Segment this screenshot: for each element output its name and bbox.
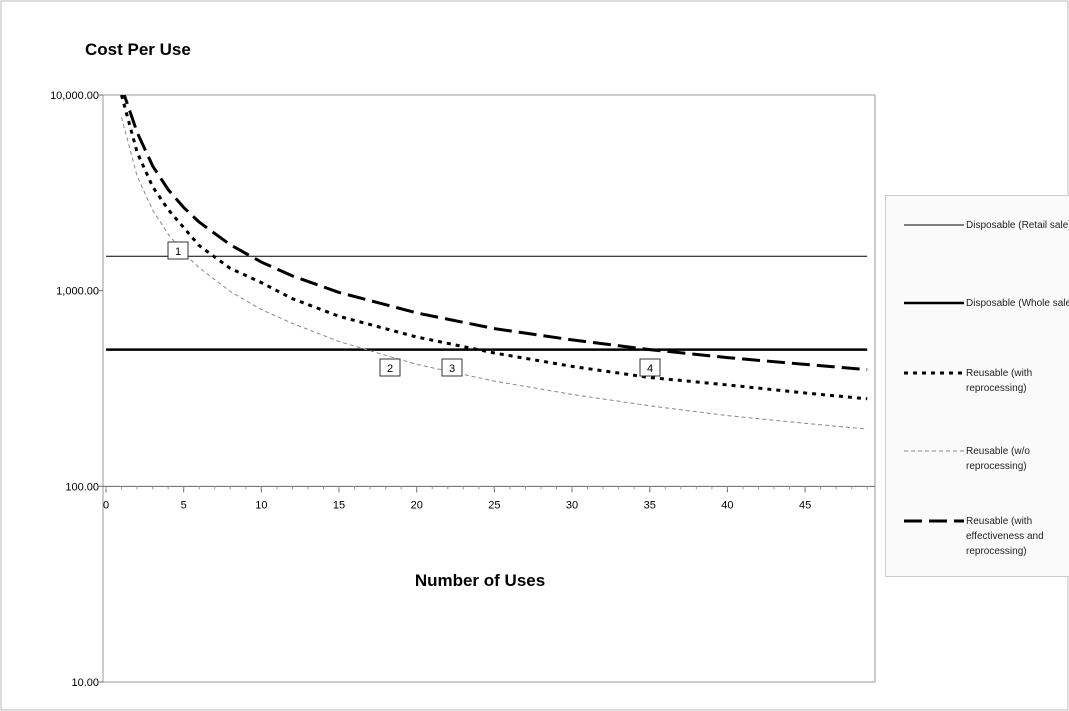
x-tick-label: 35	[644, 499, 656, 511]
x-tick-label: 0	[103, 499, 109, 511]
x-tick-label: 40	[721, 499, 733, 511]
legend-label: Disposable (Whole sale)	[966, 296, 1069, 311]
legend-swatch	[904, 220, 964, 230]
series-group	[106, 87, 867, 429]
x-tick-label: 5	[181, 499, 187, 511]
legend-label: Reusable (w/o reprocessing)	[966, 444, 1069, 474]
line-series	[122, 117, 868, 429]
x-tick-label: 20	[411, 499, 423, 511]
x-tick-label: 30	[566, 499, 578, 511]
annotation: 1	[175, 246, 181, 258]
legend-label: Reusable (with reprocessing)	[966, 366, 1069, 396]
x-tick-label: 10	[255, 499, 267, 511]
annotation: 2	[387, 363, 393, 375]
y-tick-label: 10.00	[71, 677, 99, 689]
y-tick-label: 100.00	[65, 481, 99, 493]
legend-swatch	[904, 446, 964, 456]
x-axis-title: Number of Uses	[415, 571, 545, 590]
legend-swatch	[904, 368, 964, 378]
y-tick-label: 1,000.00	[56, 286, 99, 298]
legend-label: Reusable (with effectiveness and reproce…	[966, 514, 1069, 559]
x-tick-label: 45	[799, 499, 811, 511]
y-tick-label: 10,000.00	[50, 90, 99, 102]
annotation: 4	[647, 363, 653, 375]
legend: Disposable (Retail sale) Disposable (Whol…	[885, 195, 1069, 577]
x-tick-label: 15	[333, 499, 345, 511]
legend-swatch	[904, 516, 964, 526]
line-series	[122, 87, 868, 370]
annotation: 3	[449, 363, 455, 375]
legend-swatch	[904, 298, 964, 308]
chart-title: Cost Per Use	[85, 40, 191, 59]
page: Cost Per Use Number of Uses 10.00 100.00 1…	[0, 0, 1069, 711]
legend-label: Disposable (Retail sale)	[966, 218, 1069, 233]
x-tick-label: 25	[488, 499, 500, 511]
